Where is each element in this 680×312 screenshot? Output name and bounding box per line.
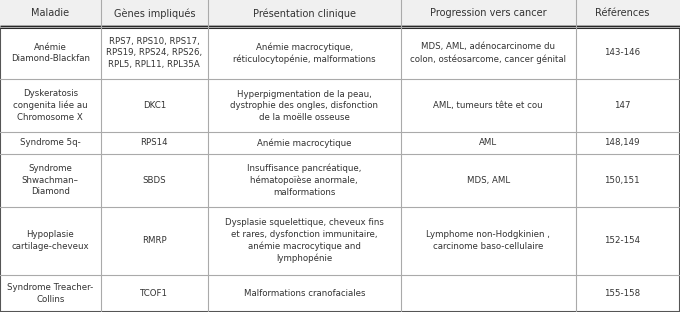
Text: 147: 147 [613,101,630,110]
Text: Syndrome 5q-: Syndrome 5q- [20,139,81,148]
Text: Insuffisance pancréatique,
hématopoïèse anormale,
malformations: Insuffisance pancréatique, hématopoïèse … [247,164,362,197]
Text: Gènes impliqués: Gènes impliqués [114,8,195,18]
Text: Dysplasie squelettique, cheveux fins
et rares, dysfonction immunitaire,
anémie m: Dysplasie squelettique, cheveux fins et … [225,218,384,263]
Text: RPS7, RPS10, RPS17,
RPS19, RPS24, RPS26,
RPL5, RPL11, RPL35A: RPS7, RPS10, RPS17, RPS19, RPS24, RPS26,… [106,37,203,69]
Text: Anémie macrocytique: Anémie macrocytique [257,138,352,148]
Text: SBDS: SBDS [143,176,166,185]
Text: 150,151: 150,151 [604,176,640,185]
Text: Hyperpigmentation de la peau,
dystrophie des ongles, disfonction
de la moëlle os: Hyperpigmentation de la peau, dystrophie… [231,90,378,122]
Text: DKC1: DKC1 [143,101,166,110]
Bar [0,0,680,27]
Text: 155-158: 155-158 [604,289,640,298]
Text: Présentation clinique: Présentation clinique [253,8,356,18]
Text: Progression vers cancer: Progression vers cancer [430,8,547,18]
Text: TCOF1: TCOF1 [140,289,169,298]
Text: 143-146: 143-146 [604,48,640,57]
Text: AML, tumeurs tête et cou: AML, tumeurs tête et cou [433,101,543,110]
Text: Anémie macrocytique,
réticulocytopénie, malformations: Anémie macrocytique, réticulocytopénie, … [233,42,375,64]
Text: 152-154: 152-154 [604,236,640,245]
Text: Dyskeratosis
congenita liée au
Chromosome X: Dyskeratosis congenita liée au Chromosom… [13,89,88,122]
Text: AML: AML [479,139,497,148]
Text: MDS, AML: MDS, AML [466,176,510,185]
Text: Références: Références [595,8,649,18]
Text: Anémie
Diamond-Blackfan: Anémie Diamond-Blackfan [11,43,90,63]
Text: Syndrome Treacher-
Collins: Syndrome Treacher- Collins [7,283,93,304]
Text: 148,149: 148,149 [604,139,640,148]
Text: Syndrome
Shwachman–
Diamond: Syndrome Shwachman– Diamond [22,164,79,196]
Text: Lymphome non-Hodgkinien ,
carcinome baso-cellulaire: Lymphome non-Hodgkinien , carcinome baso… [426,231,550,251]
Text: Hypoplasie
cartilage-cheveux: Hypoplasie cartilage-cheveux [12,231,89,251]
Text: MDS, AML, adénocarcinome du
colon, ostéosarcome, cancer génital: MDS, AML, adénocarcinome du colon, ostéo… [410,42,566,64]
Text: RPS14: RPS14 [141,139,168,148]
Text: Maladie: Maladie [31,8,69,18]
Text: RMRP: RMRP [142,236,167,245]
Text: Malformations cranofaciales: Malformations cranofaciales [243,289,365,298]
